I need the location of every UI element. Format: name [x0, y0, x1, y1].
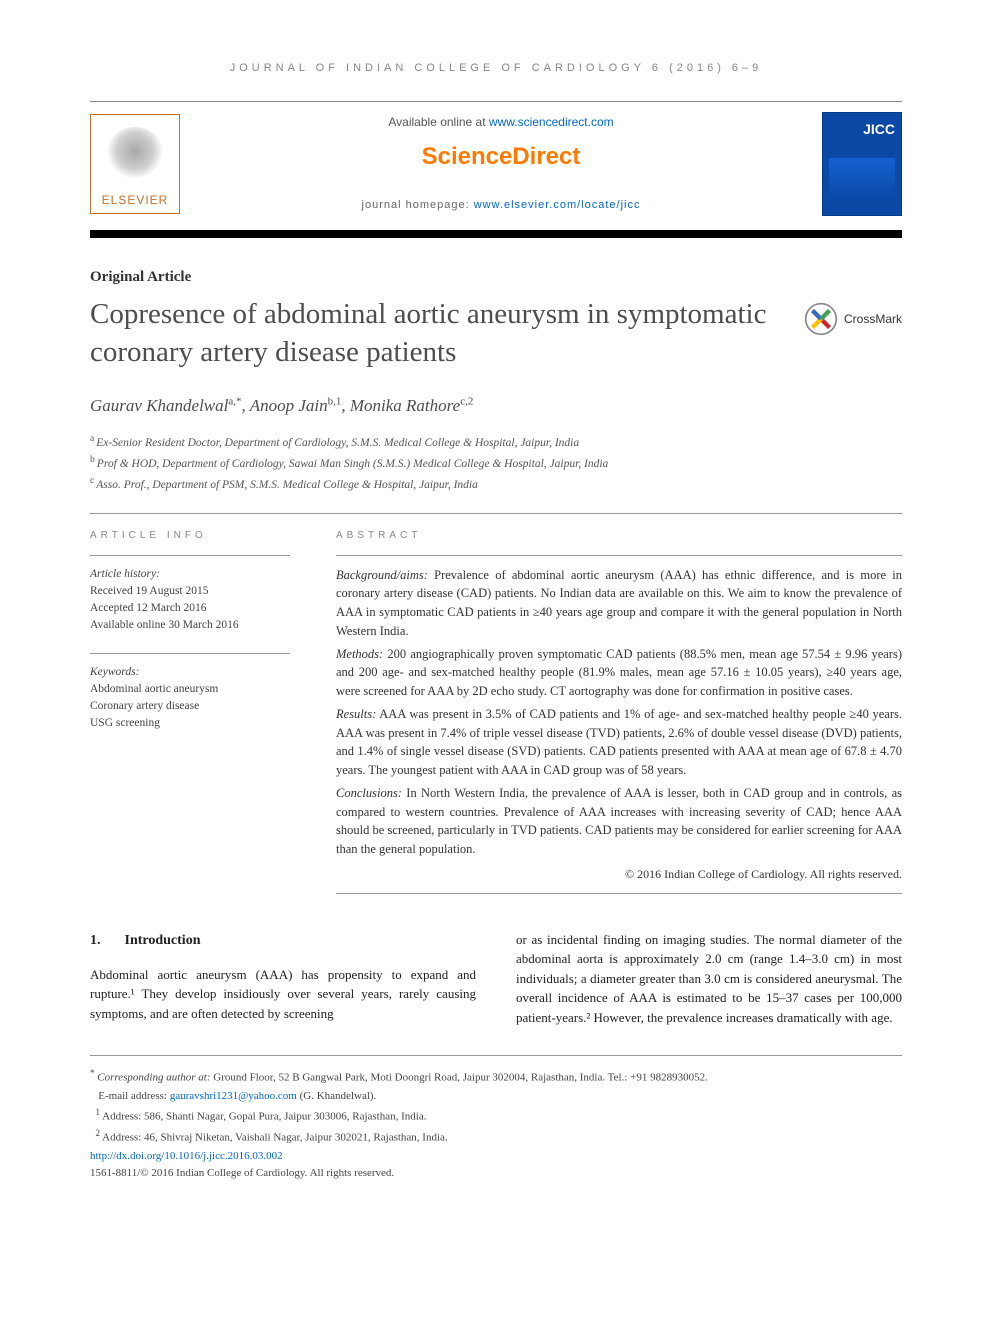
section-1-title: Introduction — [125, 933, 201, 948]
elsevier-tree-icon — [105, 127, 165, 187]
divider-info-1 — [90, 555, 290, 556]
corr-label: Corresponding author at: — [97, 1072, 210, 1084]
title-row: Copresence of abdominal aortic aneurysm … — [90, 296, 902, 371]
author-3[interactable]: Monika Rathore — [350, 396, 460, 415]
email-footnote: E-mail address: gauravshri1231@yahoo.com… — [90, 1088, 902, 1106]
elsevier-text: ELSEVIER — [102, 191, 169, 209]
footnote-1-text: Address: 586, Shanti Nagar, Gopal Pura, … — [102, 1111, 426, 1123]
article-title: Copresence of abdominal aortic aneurysm … — [90, 296, 780, 371]
article-page: JOURNAL OF INDIAN COLLEGE OF CARDIOLOGY … — [0, 0, 992, 1223]
available-prefix: Available online at — [388, 115, 489, 129]
sciencedirect-logo[interactable]: ScienceDirect — [422, 139, 581, 175]
homepage-prefix: journal homepage: — [362, 199, 474, 211]
conclusions-label: Conclusions: — [336, 786, 402, 800]
crossmark-icon — [804, 302, 838, 336]
corr-text: Ground Floor, 52 B Gangwal Park, Moti Do… — [211, 1072, 708, 1084]
section-1-heading: 1. Introduction — [90, 930, 476, 951]
keyword-1: Abdominal aortic aneurysm — [90, 681, 290, 698]
keywords-label: Keywords: — [90, 664, 290, 681]
journal-cover-title: JICC — [829, 119, 895, 140]
background-label: Background/aims: — [336, 568, 428, 582]
history-online: Available online 30 March 2016 — [90, 617, 290, 634]
journal-homepage-line: journal homepage: www.elsevier.com/locat… — [362, 197, 641, 214]
author-2[interactable]: Anoop Jain — [250, 396, 328, 415]
abstract-background: Background/aims: Prevalence of abdominal… — [336, 566, 902, 641]
doi-link[interactable]: http://dx.doi.org/10.1016/j.jicc.2016.03… — [90, 1150, 283, 1162]
email-link[interactable]: gauravshri1231@yahoo.com — [170, 1090, 297, 1102]
journal-cover-band — [829, 158, 895, 198]
abstract-copyright: © 2016 Indian College of Cardiology. All… — [336, 865, 902, 883]
affiliation-b: bProf & HOD, Department of Cardiology, S… — [90, 452, 902, 473]
body-columns: 1. Introduction Abdominal aortic aneurysm… — [90, 930, 902, 1028]
keyword-2: Coronary artery disease — [90, 698, 290, 715]
sd-logo-text: ScienceDirect — [422, 143, 581, 170]
body-paragraph-1: Abdominal aortic aneurysm (AAA) has prop… — [90, 965, 476, 1024]
journal-homepage-link[interactable]: www.elsevier.com/locate/jicc — [474, 199, 641, 211]
affiliation-a-text: Ex-Senior Resident Doctor, Department of… — [96, 437, 579, 449]
author-1[interactable]: Gaurav Khandelwal — [90, 396, 228, 415]
masthead-center: Available online at www.sciencedirect.co… — [198, 113, 804, 214]
divider-abstract-bottom — [336, 893, 902, 894]
abstract-methods: Methods: 200 angiographically proven sym… — [336, 645, 902, 701]
journal-cover-thumbnail[interactable]: JICC — [822, 112, 902, 216]
affiliation-b-text: Prof & HOD, Department of Cardiology, Sa… — [97, 458, 609, 470]
available-online-line: Available online at www.sciencedirect.co… — [388, 113, 613, 131]
section-1-number: 1. — [90, 933, 101, 948]
crossmark-badge[interactable]: CrossMark — [804, 302, 902, 336]
conclusions-text: In North Western India, the prevalence o… — [336, 786, 902, 856]
article-info-column: ARTICLE INFO Article history: Received 1… — [90, 528, 290, 894]
divider-1 — [90, 513, 902, 514]
affiliation-c-text: Asso. Prof., Department of PSM, S.M.S. M… — [96, 479, 478, 491]
results-text: AAA was present in 3.5% of CAD patients … — [336, 707, 902, 777]
affiliation-c: cAsso. Prof., Department of PSM, S.M.S. … — [90, 473, 902, 494]
methods-text: 200 angiographically proven symptomatic … — [336, 647, 902, 699]
doi-line: http://dx.doi.org/10.1016/j.jicc.2016.03… — [90, 1148, 902, 1166]
body-column-left: 1. Introduction Abdominal aortic aneurysm… — [90, 930, 476, 1028]
footnotes: * Corresponding author at: Ground Floor,… — [90, 1055, 902, 1183]
elsevier-logo[interactable]: ELSEVIER — [90, 114, 180, 214]
history-accepted: Accepted 12 March 2016 — [90, 600, 290, 617]
running-head: JOURNAL OF INDIAN COLLEGE OF CARDIOLOGY … — [90, 60, 902, 77]
keyword-3: USG screening — [90, 715, 290, 732]
affiliation-a: aEx-Senior Resident Doctor, Department o… — [90, 431, 902, 452]
affiliations: aEx-Senior Resident Doctor, Department o… — [90, 431, 902, 495]
author-3-marks: c,2 — [460, 396, 473, 408]
author-2-marks: b,1 — [328, 396, 342, 408]
keywords-block: Keywords: Abdominal aortic aneurysm Coro… — [90, 664, 290, 733]
abstract-column: ABSTRACT Background/aims: Prevalence of … — [336, 528, 902, 894]
issn-copyright-line: 1561-8811/© 2016 Indian College of Cardi… — [90, 1165, 902, 1183]
author-1-marks: a,* — [228, 396, 241, 408]
sciencedirect-url-link[interactable]: www.sciencedirect.com — [489, 115, 614, 129]
footnote-2: 2 Address: 46, Shivraj Niketan, Vaishali… — [90, 1126, 902, 1147]
history-label: Article history: — [90, 566, 290, 583]
divider-info-2 — [90, 653, 290, 654]
corresponding-author-footnote: * Corresponding author at: Ground Floor,… — [90, 1066, 902, 1087]
divider-abstract — [336, 555, 902, 556]
email-label: E-mail address: — [98, 1090, 169, 1102]
email-suffix: (G. Khandelwal). — [297, 1090, 376, 1102]
body-column-right: or as incidental finding on imaging stud… — [516, 930, 902, 1028]
article-type: Original Article — [90, 266, 902, 289]
results-label: Results: — [336, 707, 376, 721]
abstract-results: Results: AAA was present in 3.5% of CAD … — [336, 705, 902, 780]
abstract-conclusions: Conclusions: In North Western India, the… — [336, 784, 902, 859]
abstract-heading: ABSTRACT — [336, 528, 902, 543]
article-info-heading: ARTICLE INFO — [90, 528, 290, 543]
history-received: Received 19 August 2015 — [90, 583, 290, 600]
masthead: ELSEVIER Available online at www.science… — [90, 101, 902, 238]
info-abstract-row: ARTICLE INFO Article history: Received 1… — [90, 528, 902, 894]
methods-label: Methods: — [336, 647, 383, 661]
author-list: Gaurav Khandelwala,*, Anoop Jainb,1, Mon… — [90, 393, 902, 419]
footnote-1: 1 Address: 586, Shanti Nagar, Gopal Pura… — [90, 1105, 902, 1126]
crossmark-label: CrossMark — [844, 310, 902, 328]
footnote-2-text: Address: 46, Shivraj Niketan, Vaishali N… — [102, 1132, 448, 1144]
article-history-block: Article history: Received 19 August 2015… — [90, 566, 290, 635]
body-paragraph-2: or as incidental finding on imaging stud… — [516, 930, 902, 1028]
